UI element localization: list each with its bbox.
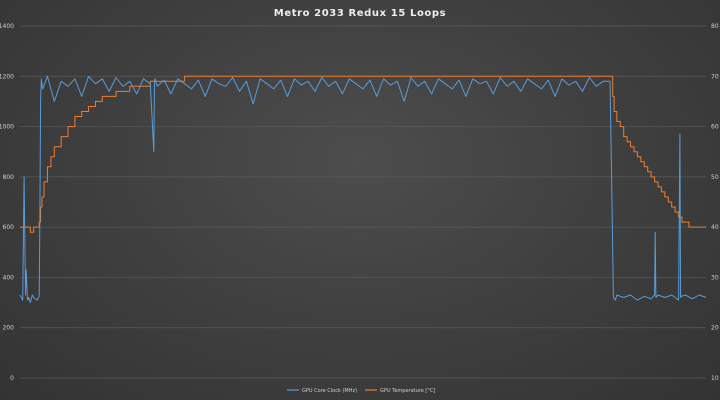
left-axis-ticks: 0 200 400 600 800 1000 1200 1400 — [0, 23, 14, 382]
right-tick-label: 50 — [711, 174, 719, 181]
left-tick-label: 1000 — [0, 124, 14, 131]
right-tick-label: 70 — [711, 73, 719, 80]
left-tick-label: 0 — [10, 375, 14, 382]
legend-label-gpu-clock: GPU Core Clock (MHz) — [302, 388, 357, 394]
left-tick-label: 400 — [3, 274, 15, 281]
grid — [20, 25, 706, 379]
right-tick-label: 20 — [711, 325, 719, 332]
right-axis-ticks: 10 20 30 40 50 60 70 80 — [711, 23, 719, 382]
left-tick-label: 200 — [3, 325, 15, 332]
right-tick-label: 80 — [711, 23, 719, 30]
legend-label-gpu-temp: GPU Temperature [°C] — [380, 388, 435, 394]
right-tick-label: 40 — [711, 224, 719, 231]
right-tick-label: 10 — [711, 375, 719, 382]
right-tick-label: 30 — [711, 274, 719, 281]
left-tick-label: 1200 — [0, 73, 14, 80]
series-line-gpu-temp — [20, 75, 706, 233]
legend: GPU Core Clock (MHz) GPU Temperature [°C… — [287, 388, 435, 394]
series-line-gpu-clock — [19, 75, 707, 304]
series-layer — [19, 75, 707, 304]
chart-title: Metro 2033 Redux 15 Loops — [274, 8, 446, 19]
left-tick-label: 1400 — [0, 23, 14, 30]
left-tick-label: 600 — [3, 224, 15, 231]
right-tick-label: 60 — [711, 124, 719, 131]
left-tick-label: 800 — [3, 174, 15, 181]
